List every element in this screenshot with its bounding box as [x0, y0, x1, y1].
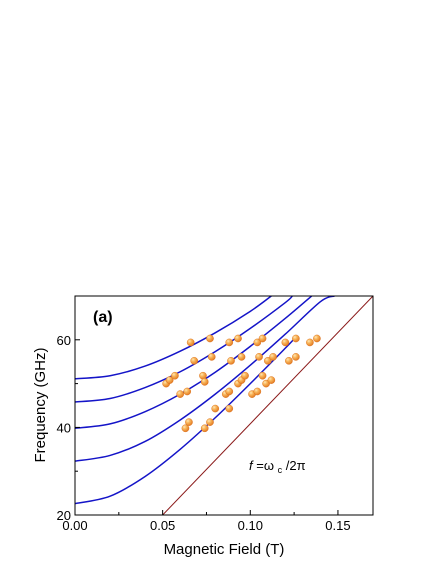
data-point: [264, 357, 272, 365]
data-point: [211, 404, 220, 413]
model-curve-2: [75, 296, 335, 462]
data-point: [171, 371, 179, 380]
data-point: [176, 390, 184, 398]
data-point: [207, 353, 216, 361]
model-curve-5: [75, 296, 272, 380]
model-curve-3: [75, 296, 313, 430]
data-point: [255, 353, 263, 361]
data-point: [206, 334, 214, 343]
data-point: [227, 357, 235, 365]
data-point: [190, 357, 198, 365]
y-axis-title: Frequency (GHz): [32, 347, 49, 462]
data-point: [267, 376, 276, 384]
data-point: [225, 387, 234, 396]
y-tick-label: 60: [57, 333, 71, 348]
data-point: [253, 338, 262, 347]
model-curve-1: [75, 338, 295, 505]
data-point: [200, 378, 209, 386]
annotation-cyclotron-label: f =ω c /2π: [249, 458, 306, 476]
data-point: [313, 334, 321, 343]
panel-label: (a): [93, 309, 113, 326]
data-point: [225, 338, 234, 347]
data-point: [237, 353, 246, 361]
data-point: [306, 338, 314, 347]
plot-area: [75, 296, 373, 515]
data-point: [258, 334, 267, 343]
data-point: [186, 338, 195, 347]
annotation-omega: =ω: [256, 458, 274, 473]
data-point: [292, 353, 300, 361]
x-axis-title: Magnetic Field (T): [164, 541, 285, 558]
data-point: [183, 387, 191, 396]
annotation-denominator: /2π: [286, 458, 306, 473]
plot-frame: [74, 295, 374, 516]
data-point: [253, 387, 262, 396]
data-point: [285, 357, 293, 365]
data-point: [225, 404, 234, 413]
data-point: [181, 424, 190, 433]
data-point: [258, 371, 267, 380]
data-point: [185, 418, 193, 426]
data-point: [200, 424, 209, 433]
x-tick-label: 0.05: [150, 518, 175, 533]
x-tick-label: 0.10: [238, 518, 263, 533]
data-point: [234, 334, 242, 343]
axis-ticks: 0.00 0.05 0.10 0.15 20 40 60: [57, 333, 351, 533]
data-point: [281, 338, 290, 347]
annotation-f: f: [249, 458, 254, 473]
y-tick-label: 20: [57, 508, 71, 523]
data-point: [241, 371, 249, 380]
annotation-subscript: c: [278, 465, 283, 475]
y-tick-label: 40: [57, 420, 71, 435]
data-point: [269, 353, 277, 361]
data-point: [165, 376, 174, 384]
data-point: [292, 334, 300, 343]
x-tick-label: 0.15: [325, 518, 350, 533]
data-point: [206, 418, 214, 426]
data-point: [262, 379, 270, 388]
cyclotron-line: [162, 296, 373, 515]
x-tick-label: 0.00: [62, 518, 87, 533]
